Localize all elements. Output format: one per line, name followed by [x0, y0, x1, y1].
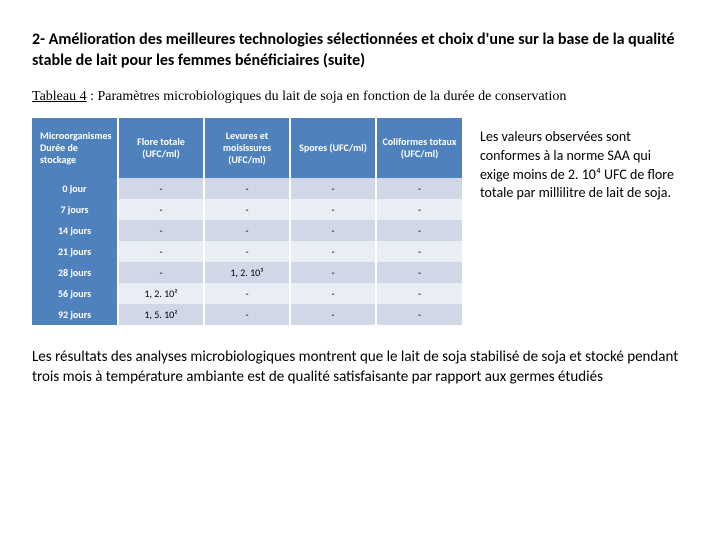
cell: - [376, 283, 462, 304]
cell: - [204, 241, 290, 262]
col-header-0-text: Microorganismes Durée de stockage [40, 130, 113, 166]
cell: - [376, 199, 462, 220]
cell: - [376, 262, 462, 283]
table-body: 0 jour - - - - 7 jours - - - - 14 jours … [32, 178, 462, 325]
table-caption: Tableau 4 : Paramètres microbiologiques … [32, 88, 688, 106]
col-header-3: Spores (UFC/ml) [290, 118, 376, 178]
row-label: 21 jours [32, 241, 118, 262]
page-title: 2- Amélioration des meilleures technolog… [32, 30, 688, 72]
side-note: Les valeurs observées sont conformes à l… [480, 118, 680, 204]
cell: - [290, 283, 376, 304]
col-header-0: Microorganismes Durée de stockage [32, 118, 118, 178]
table-row: 7 jours - - - - [32, 199, 462, 220]
cell: - [118, 220, 204, 241]
cell: 1, 5. 10² [118, 304, 204, 325]
cell: 1, 2. 10² [118, 283, 204, 304]
col-header-4-text: Coliformes totaux (UFC/ml) [381, 136, 458, 160]
col-header-1: Flore totale (UFC/ml) [118, 118, 204, 178]
table-row: 21 jours - - - - [32, 241, 462, 262]
cell: - [204, 178, 290, 199]
cell: - [376, 241, 462, 262]
cell: - [204, 283, 290, 304]
cell: 1, 2. 10³ [204, 262, 290, 283]
cell: - [204, 220, 290, 241]
cell: - [290, 304, 376, 325]
cell: - [204, 199, 290, 220]
table-row: 14 jours - - - - [32, 220, 462, 241]
table-row: 0 jour - - - - [32, 178, 462, 199]
cell: - [290, 199, 376, 220]
footer-text: Les résultats des analyses microbiologiq… [32, 347, 688, 388]
row-label: 28 jours [32, 262, 118, 283]
caption-text: : Paramètres microbiologiques du lait de… [87, 89, 567, 104]
row-label: 14 jours [32, 220, 118, 241]
cell: - [204, 304, 290, 325]
cell: - [118, 241, 204, 262]
cell: - [376, 304, 462, 325]
cell: - [290, 262, 376, 283]
cell: - [290, 178, 376, 199]
cell: - [376, 220, 462, 241]
cell: - [290, 241, 376, 262]
cell: - [118, 178, 204, 199]
col-header-1-text: Flore totale (UFC/ml) [123, 136, 199, 160]
table-row: 56 jours 1, 2. 10² - - - [32, 283, 462, 304]
caption-label: Tableau 4 [32, 89, 87, 104]
table-row: 28 jours - 1, 2. 10³ - - [32, 262, 462, 283]
row-label: 0 jour [32, 178, 118, 199]
table-row: 92 jours 1, 5. 10² - - - [32, 304, 462, 325]
cell: - [118, 262, 204, 283]
table-header-row: Microorganismes Durée de stockage Flore … [32, 118, 462, 178]
col-header-2-text: Levures et moisissures (UFC/ml) [209, 130, 285, 166]
cell: - [376, 178, 462, 199]
col-header-2: Levures et moisissures (UFC/ml) [204, 118, 290, 178]
row-label: 92 jours [32, 304, 118, 325]
data-table: Microorganismes Durée de stockage Flore … [32, 118, 462, 325]
cell: - [118, 199, 204, 220]
cell: - [290, 220, 376, 241]
row-label: 7 jours [32, 199, 118, 220]
row-label: 56 jours [32, 283, 118, 304]
col-header-4: Coliformes totaux (UFC/ml) [376, 118, 462, 178]
col-header-3-text: Spores (UFC/ml) [295, 142, 371, 154]
